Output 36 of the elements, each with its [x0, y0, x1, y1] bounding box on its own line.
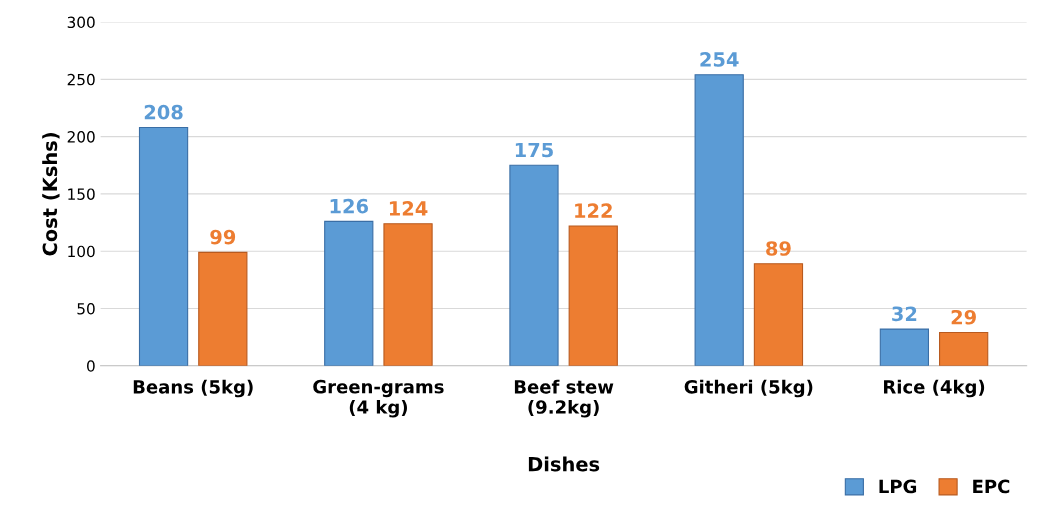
- data-label: 175: [515, 142, 553, 158]
- bar: [753, 263, 804, 366]
- y-tick-label: 100: [68, 245, 95, 258]
- y-tick-label: 300: [67, 16, 95, 29]
- bar: [939, 331, 989, 366]
- y-tick-label: 200: [67, 131, 95, 143]
- y-tick-label: 250: [67, 73, 95, 86]
- data-label: 122: [575, 203, 612, 218]
- x-tick-label: Rice (4kg): [884, 379, 985, 398]
- bar: [138, 126, 189, 366]
- y-tick-label: 50: [77, 302, 95, 315]
- x-tick-label: Githeri (5kg): [684, 379, 813, 398]
- y-tick-label: 150: [68, 188, 95, 200]
- bar: [694, 74, 744, 366]
- data-label: 29: [951, 309, 976, 325]
- data-label: 89: [766, 241, 791, 256]
- x-tick-label: Beans (5kg): [133, 379, 253, 398]
- data-label: 126: [330, 198, 369, 214]
- bar: [568, 225, 618, 366]
- bar: [509, 164, 559, 366]
- data-label: 99: [210, 229, 236, 245]
- bar: [324, 220, 374, 366]
- data-label: 124: [389, 201, 428, 216]
- bar: [198, 251, 248, 366]
- data-label: 208: [144, 104, 183, 120]
- data-label: 254: [700, 52, 739, 67]
- bar: [879, 328, 930, 366]
- x-tick-label: Green-grams (4 kg): [313, 379, 444, 418]
- x-axis-title: Dishes: [528, 456, 600, 472]
- x-tick-label: Beef stew (9.2kg): [514, 379, 614, 418]
- y-tick-label: 0: [87, 360, 95, 372]
- bar: [383, 223, 433, 366]
- y-axis-title: Cost (Kshs): [42, 133, 60, 256]
- data-label: 32: [892, 306, 917, 322]
- legend-label: LPG: [879, 479, 917, 494]
- legend-label: EPC: [973, 479, 1010, 494]
